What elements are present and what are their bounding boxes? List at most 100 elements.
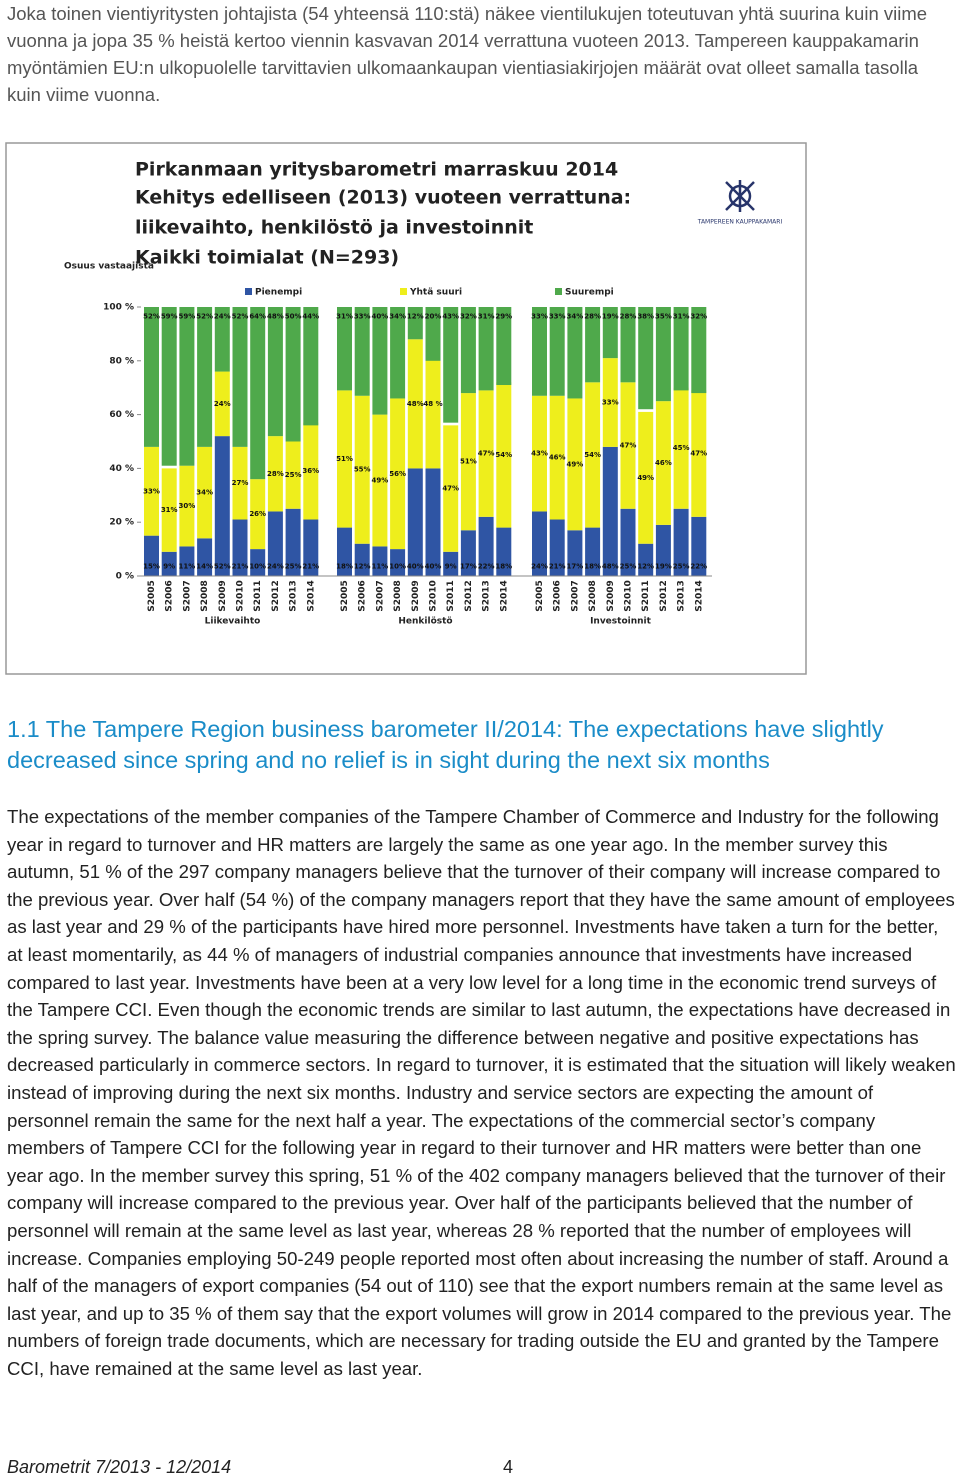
value-label: 47% bbox=[620, 442, 637, 450]
value-label: 49% bbox=[567, 460, 584, 468]
bar-segment bbox=[638, 411, 654, 544]
logo-mark bbox=[725, 180, 755, 212]
value-label: 22% bbox=[690, 563, 707, 571]
bar-segment bbox=[267, 436, 283, 512]
bar-segment bbox=[478, 516, 494, 576]
bar-segment bbox=[250, 307, 266, 480]
value-label: 52% bbox=[143, 312, 160, 320]
bar-segment bbox=[638, 543, 654, 576]
bar-segment bbox=[197, 538, 213, 576]
bar-segment bbox=[549, 519, 565, 576]
value-label: 9% bbox=[445, 563, 457, 571]
value-label: 32% bbox=[460, 312, 477, 320]
bar-segment bbox=[673, 307, 689, 391]
value-label: 48% bbox=[267, 312, 284, 320]
bar-segment bbox=[303, 422, 319, 520]
value-label: 24% bbox=[214, 400, 231, 408]
value-label: 15% bbox=[143, 563, 160, 571]
legend-label: Pienempi bbox=[255, 288, 302, 298]
value-label: 27% bbox=[232, 479, 249, 487]
value-label: 51% bbox=[460, 458, 477, 466]
value-label: 24% bbox=[267, 563, 284, 571]
bar-segment bbox=[620, 382, 636, 509]
bar-segment bbox=[425, 307, 441, 361]
value-label: 36% bbox=[302, 467, 319, 475]
bar-segment bbox=[354, 395, 370, 544]
x-tick-label: S2007 bbox=[570, 580, 580, 612]
bar-segment bbox=[673, 508, 689, 576]
bar-segment bbox=[285, 508, 301, 576]
value-label: 48% bbox=[602, 563, 619, 571]
value-label: 33% bbox=[354, 312, 371, 320]
bar-segment bbox=[303, 307, 319, 426]
chart-title: Kaikki toimialat (N=293) bbox=[135, 247, 399, 269]
chart-title: liikevaihto, henkilöstö ja investoinnit bbox=[135, 217, 533, 239]
value-label: 29% bbox=[495, 312, 512, 320]
value-label: 18% bbox=[584, 563, 601, 571]
bar-segment bbox=[673, 387, 689, 509]
value-label: 44% bbox=[302, 312, 319, 320]
x-tick-label: S2005 bbox=[340, 580, 350, 612]
legend-swatch bbox=[400, 288, 407, 295]
bar-segment bbox=[620, 508, 636, 576]
x-tick-label: S2012 bbox=[271, 580, 281, 612]
value-label: 33% bbox=[602, 398, 619, 406]
value-label: 35% bbox=[655, 312, 672, 320]
value-label: 43% bbox=[442, 312, 459, 320]
bar-segment bbox=[161, 551, 177, 576]
value-label: 25% bbox=[285, 563, 302, 571]
value-label: 31% bbox=[478, 312, 495, 320]
value-label: 48% bbox=[407, 400, 424, 408]
bar-segment bbox=[144, 446, 159, 536]
x-tick-label: S2009 bbox=[606, 580, 616, 612]
value-label: 28% bbox=[267, 470, 284, 478]
value-label: 47% bbox=[478, 450, 495, 458]
x-tick-label: S2005 bbox=[535, 580, 545, 612]
value-label: 20% bbox=[425, 312, 442, 320]
bar-segment bbox=[179, 465, 195, 547]
value-label: 12% bbox=[407, 312, 424, 320]
value-label: 25% bbox=[285, 471, 302, 479]
value-label: 33% bbox=[549, 312, 566, 320]
legend-swatch bbox=[245, 288, 252, 295]
bar-segment bbox=[443, 551, 459, 576]
bar-segment bbox=[214, 436, 230, 576]
x-tick-label: S2011 bbox=[641, 580, 651, 612]
bar-segment bbox=[161, 468, 177, 552]
bar-segment bbox=[144, 535, 159, 576]
value-label: 54% bbox=[495, 451, 512, 459]
value-label: 30% bbox=[179, 502, 196, 510]
bar-segment bbox=[460, 307, 476, 394]
bar-segment bbox=[478, 307, 494, 391]
value-label: 9% bbox=[163, 563, 175, 571]
value-label: 25% bbox=[673, 563, 690, 571]
bar-segment bbox=[390, 398, 406, 550]
value-label: 21% bbox=[302, 563, 319, 571]
value-label: 34% bbox=[567, 312, 584, 320]
bar-segment bbox=[354, 543, 370, 576]
bar-segment bbox=[443, 425, 459, 552]
bar-segment bbox=[161, 307, 177, 466]
y-axis-label: Osuus vastaajista bbox=[64, 262, 154, 272]
chart-title: Kehitys edelliseen (2013) vuoteen verrat… bbox=[135, 187, 631, 209]
bar-segment bbox=[496, 527, 512, 576]
x-tick-label: S2010 bbox=[236, 580, 246, 612]
bar-segment bbox=[285, 307, 301, 442]
bar-segment bbox=[372, 414, 388, 547]
bar-segment bbox=[354, 307, 370, 396]
bar-segment bbox=[620, 307, 636, 383]
bar-segment bbox=[372, 546, 388, 576]
logo-text: TAMPEREEN KAUPPAKAMARI bbox=[697, 219, 783, 226]
y-tick-label: 0 % bbox=[116, 572, 134, 582]
bar-segment bbox=[197, 446, 213, 539]
bar-segment bbox=[214, 307, 230, 372]
body-paragraph: The expectations of the member companies… bbox=[7, 806, 956, 1379]
bar-segment bbox=[567, 530, 583, 576]
value-label: 11% bbox=[179, 563, 196, 571]
value-label: 32% bbox=[690, 312, 707, 320]
bar-segment bbox=[585, 382, 601, 528]
bar-segment bbox=[655, 307, 671, 402]
x-tick-label: S2005 bbox=[147, 580, 157, 612]
bar-segment bbox=[478, 390, 494, 517]
